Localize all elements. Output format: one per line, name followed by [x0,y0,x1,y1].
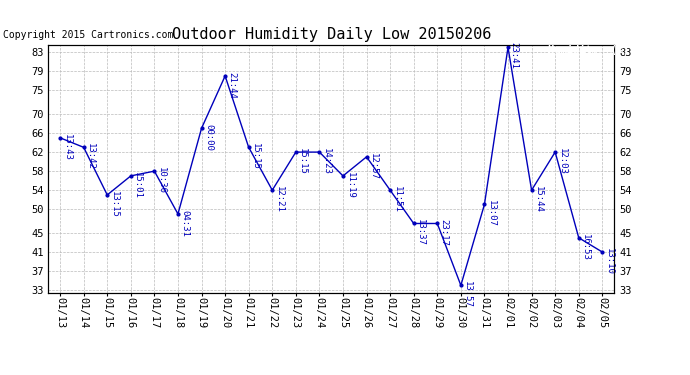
Text: 23:17: 23:17 [440,219,449,246]
Title: Outdoor Humidity Daily Low 20150206: Outdoor Humidity Daily Low 20150206 [172,27,491,42]
Text: 16:53: 16:53 [581,234,590,261]
Text: 15:15: 15:15 [251,143,260,170]
Text: 13:15: 13:15 [110,191,119,217]
Text: 15:15: 15:15 [298,148,307,175]
Text: Humidity  (%): Humidity (%) [548,45,629,55]
Text: 13:37: 13:37 [416,219,425,246]
Text: 23:41: 23:41 [509,42,518,69]
Text: 12:03: 12:03 [558,148,566,175]
Text: 04:31: 04:31 [180,210,190,237]
Text: 15:44: 15:44 [534,186,543,213]
Text: Copyright 2015 Cartronics.com: Copyright 2015 Cartronics.com [3,30,174,40]
Text: 12:21: 12:21 [275,186,284,213]
Text: 10:36: 10:36 [157,167,166,194]
Text: 14:23: 14:23 [322,148,331,175]
Text: 12:57: 12:57 [369,153,378,180]
Text: 00:00: 00:00 [204,124,213,151]
Text: 15:01: 15:01 [133,172,142,199]
Text: 11:19: 11:19 [346,172,355,199]
Text: 13:57: 13:57 [463,281,473,308]
Text: 21:44: 21:44 [228,72,237,99]
Text: 13:42: 13:42 [86,143,95,170]
Text: 11:51: 11:51 [393,186,402,213]
Text: 13:10: 13:10 [604,248,614,275]
Text: 13:43: 13:43 [63,134,72,160]
Text: 13:07: 13:07 [487,200,496,227]
